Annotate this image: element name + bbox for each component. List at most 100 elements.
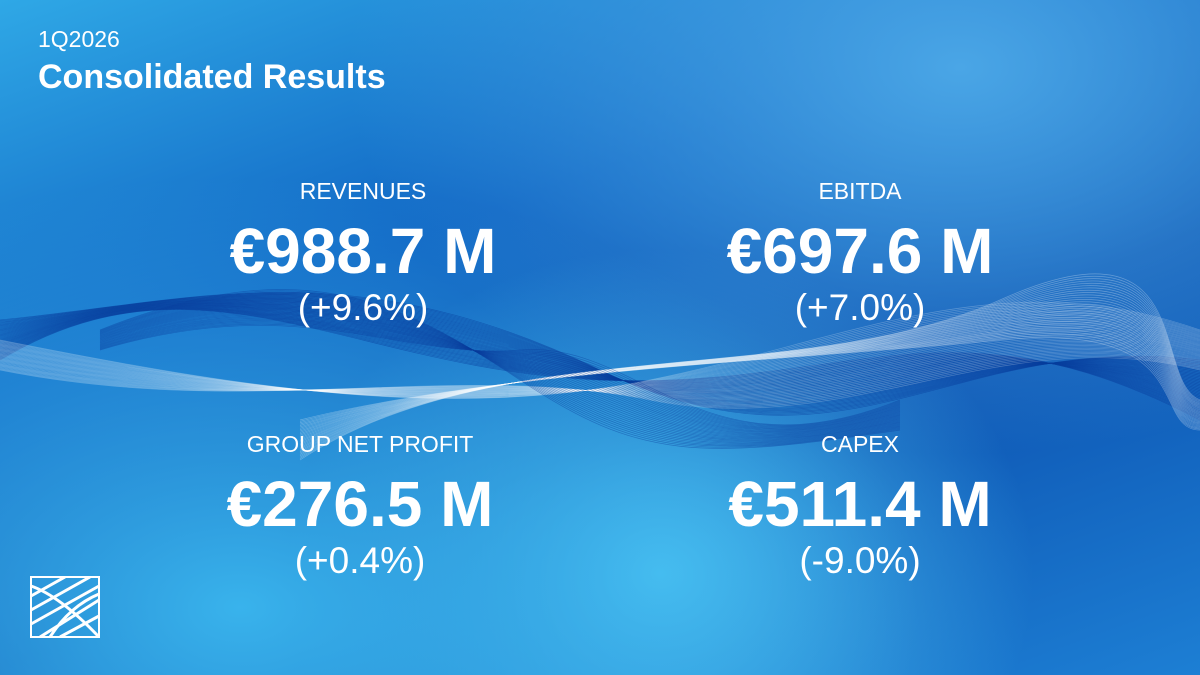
wave-line (299, 276, 1200, 459)
wave-line (0, 339, 1200, 395)
wave-line (299, 323, 1200, 430)
wave-line (299, 327, 1200, 428)
metric: GROUP NET PROFIT €276.5 M (+0.4%) (110, 431, 610, 582)
wave-line (99, 312, 901, 433)
wave-line (0, 307, 1200, 398)
wave-line (99, 321, 901, 428)
wave-line (299, 278, 1200, 458)
wave-line (0, 351, 1200, 404)
wave-line (99, 295, 901, 444)
wave-line (0, 336, 1200, 394)
wave-line (299, 308, 1200, 440)
wave-line (0, 312, 1200, 397)
wave-line (0, 353, 1200, 406)
wave-line (0, 347, 1200, 401)
wave-line (299, 316, 1200, 435)
wave-line (99, 316, 901, 431)
wave-line (299, 303, 1200, 443)
wave-line (0, 304, 1200, 399)
wave-line (0, 310, 1200, 397)
wave-line (0, 324, 1200, 394)
metric-change: (+9.6%) (297, 287, 429, 328)
wave-line (99, 296, 901, 443)
wave-line (299, 310, 1200, 439)
wave-line (299, 287, 1200, 453)
wave-line (299, 312, 1200, 437)
wave-line (0, 313, 1200, 397)
wave-line (0, 354, 1200, 407)
wave-line (299, 282, 1200, 455)
metric-value: €276.5 M (226, 468, 494, 540)
wave-line (99, 325, 901, 426)
metric-label: GROUP NET PROFIT (246, 431, 474, 457)
wave-line (0, 334, 1200, 392)
wave-line (299, 289, 1200, 451)
wave-line (0, 301, 1200, 399)
wave-line (0, 303, 1200, 399)
wave-line (99, 299, 901, 441)
wave-line (0, 329, 1200, 393)
logo (30, 576, 100, 638)
wave-line (0, 322, 1200, 395)
wave-line (299, 314, 1200, 436)
wave-line (0, 331, 1200, 393)
wave-line (99, 317, 901, 430)
wave-line (299, 325, 1200, 429)
metric-change: (+0.4%) (294, 540, 426, 581)
wave-line (0, 350, 1200, 403)
wave-line (99, 310, 901, 434)
wave-line (0, 332, 1200, 393)
wave-line (299, 329, 1200, 427)
wave-line (0, 345, 1200, 399)
wave-line (299, 318, 1200, 433)
wave-line (99, 290, 901, 448)
metric-value: €697.6 M (726, 215, 994, 287)
metric-label: REVENUES (299, 178, 427, 204)
wave-line (299, 335, 1200, 430)
wave-line (0, 321, 1200, 395)
wave-line (0, 309, 1200, 421)
wave-line (0, 326, 1200, 394)
wave-line (299, 337, 1200, 431)
wave-line (0, 346, 1200, 400)
wave-line (0, 341, 1200, 396)
wave-line (99, 292, 901, 446)
wave-line (0, 342, 1200, 397)
wave-line (299, 301, 1200, 444)
wave-line (0, 325, 1200, 394)
wave-line (0, 318, 1200, 396)
wave-line (299, 292, 1200, 450)
wave-line (99, 318, 901, 429)
wave-line (99, 301, 901, 440)
wave-line (99, 291, 901, 447)
wave-line (0, 306, 1200, 398)
metric: CAPEX €511.4 M (-9.0%) (610, 431, 1110, 582)
wave-line (99, 315, 901, 431)
metric-change: (-9.0%) (799, 540, 921, 581)
wave-line (0, 349, 1200, 402)
wave-line (99, 307, 901, 436)
wave-line (0, 338, 1200, 394)
metric-change: (+7.0%) (794, 287, 926, 328)
wave-line (99, 323, 901, 426)
wave-line (0, 357, 1200, 409)
wave-line (299, 299, 1200, 446)
wave-line (0, 343, 1200, 398)
wave-line (0, 335, 1200, 393)
wave-line (0, 315, 1200, 396)
wave-line (299, 280, 1200, 457)
metric: EBITDA €697.6 M (+7.0%) (610, 178, 1110, 329)
wave-line (99, 314, 901, 432)
wave-line (99, 305, 901, 437)
wave-line (299, 305, 1200, 442)
metric-value: €511.4 M (728, 468, 992, 540)
wave-line (99, 320, 901, 428)
wave-line (99, 297, 901, 442)
wave-line (99, 304, 901, 438)
title: Consolidated Results (38, 58, 386, 96)
metric-value: €988.7 M (229, 215, 497, 287)
wave-line (99, 322, 901, 427)
wave-line (99, 306, 901, 437)
